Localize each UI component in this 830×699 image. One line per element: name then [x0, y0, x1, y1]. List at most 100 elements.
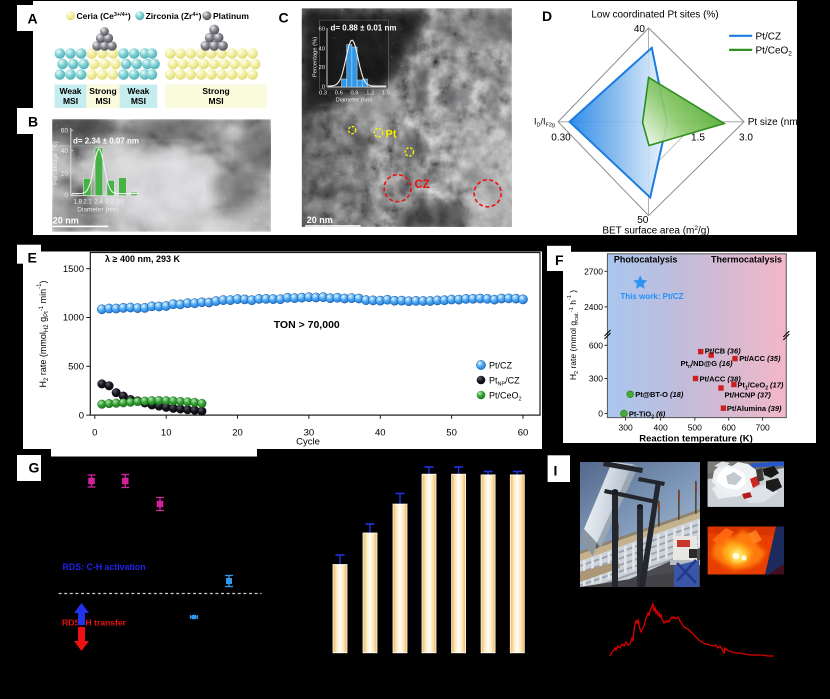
svg-text:Zirconia (Zr4+): Zirconia (Zr4+) — [146, 11, 202, 21]
svg-text:Ceria (Ce3+/4+): Ceria (Ce3+/4+) — [77, 11, 131, 21]
svg-text:20 nm: 20 nm — [307, 215, 333, 225]
svg-text:F: F — [555, 252, 564, 268]
svg-text:0.9: 0.9 — [350, 91, 358, 97]
svg-text:Ptn/ND@G (16): Ptn/ND@G (16) — [680, 359, 733, 370]
svg-text:λ ≥ 400 nm, 293 K: λ ≥ 400 nm, 293 K — [105, 254, 180, 264]
svg-text:RDS: C-H activation: RDS: C-H activation — [63, 562, 146, 572]
svg-text:60: 60 — [319, 27, 325, 33]
svg-text:Percentage (%): Percentage (%) — [313, 37, 319, 77]
svg-text:500: 500 — [688, 423, 702, 433]
svg-text:Pt/ACC (35): Pt/ACC (35) — [739, 354, 781, 363]
svg-text:40: 40 — [634, 24, 646, 35]
svg-text:CZ: CZ — [415, 179, 430, 191]
svg-text:40: 40 — [375, 427, 386, 438]
svg-text:500: 500 — [68, 362, 84, 373]
svg-text:2700: 2700 — [584, 266, 603, 276]
svg-text:600: 600 — [589, 340, 603, 350]
svg-text:2.4: 2.4 — [94, 200, 103, 206]
svg-text:0.6: 0.6 — [335, 91, 343, 97]
svg-text:d= 0.88 ± 0.01 nm: d= 0.88 ± 0.01 nm — [331, 24, 397, 33]
svg-text:MSI: MSI — [131, 96, 146, 106]
svg-text:Low coordinated Pt sites (%): Low coordinated Pt sites (%) — [591, 10, 718, 21]
svg-text:60: 60 — [518, 427, 529, 438]
svg-text:Pt/CZ: Pt/CZ — [756, 32, 782, 43]
svg-text:TON > 70,000: TON > 70,000 — [274, 319, 340, 331]
svg-text:PtNP/CZ: PtNP/CZ — [489, 376, 520, 388]
svg-text:A: A — [28, 11, 38, 27]
svg-text:2.1: 2.1 — [83, 200, 92, 206]
svg-text:Weak: Weak — [59, 86, 81, 96]
svg-text:0: 0 — [322, 85, 325, 91]
svg-text:60: 60 — [61, 128, 69, 135]
svg-text:BET surface area (m2/g): BET surface area (m2/g) — [602, 225, 709, 237]
svg-text:RDS: H transfer: RDS: H transfer — [62, 618, 127, 628]
svg-text:300: 300 — [619, 423, 633, 433]
svg-text:MSI: MSI — [63, 96, 78, 106]
svg-text:0.30: 0.30 — [551, 133, 571, 144]
svg-text:Pt: Pt — [386, 129, 397, 141]
svg-text:20 nm: 20 nm — [53, 216, 79, 226]
svg-text:Pt-TiO2 (6): Pt-TiO2 (6) — [629, 410, 666, 421]
svg-text:40: 40 — [61, 148, 69, 155]
svg-text:Pt/CB (36): Pt/CB (36) — [705, 347, 741, 356]
svg-text:Diameter (nm): Diameter (nm) — [335, 98, 372, 104]
svg-text:0: 0 — [598, 409, 603, 419]
svg-text:1.8: 1.8 — [74, 200, 83, 206]
svg-text:1500: 1500 — [63, 264, 84, 275]
svg-text:400: 400 — [654, 423, 668, 433]
svg-text:d= 2.34 ± 0.07 nm: d= 2.34 ± 0.07 nm — [73, 137, 139, 146]
svg-text:Thermocatalysis: Thermocatalysis — [711, 255, 782, 265]
svg-text:600: 600 — [722, 423, 736, 433]
svg-text:300: 300 — [589, 374, 603, 384]
svg-text:Percentage (%): Percentage (%) — [52, 141, 59, 185]
svg-text:Pt@BT-O (18): Pt@BT-O (18) — [635, 390, 684, 399]
svg-text:50: 50 — [637, 215, 649, 226]
svg-text:This work: Pt/CZ: This work: Pt/CZ — [620, 292, 683, 301]
svg-text:40: 40 — [319, 47, 325, 53]
svg-text:Cycle: Cycle — [296, 437, 320, 448]
svg-text:Pt/CeO2: Pt/CeO2 — [489, 391, 522, 403]
svg-text:Reaction temperature (K): Reaction temperature (K) — [639, 434, 753, 445]
svg-text:1.2: 1.2 — [366, 91, 374, 97]
svg-text:Pt/CZ: Pt/CZ — [489, 361, 513, 371]
svg-text:0: 0 — [79, 410, 84, 421]
svg-text:0: 0 — [64, 192, 68, 199]
svg-text:50: 50 — [446, 427, 457, 438]
svg-text:I: I — [554, 463, 558, 479]
svg-text:0.3: 0.3 — [319, 91, 327, 97]
svg-text:Strong: Strong — [202, 86, 229, 96]
svg-text:B: B — [28, 114, 38, 130]
svg-text:0: 0 — [92, 427, 97, 438]
svg-text:D: D — [542, 8, 552, 24]
svg-text:Pt/CeO2: Pt/CeO2 — [756, 46, 793, 58]
svg-text:2.7: 2.7 — [106, 200, 115, 206]
svg-text:700: 700 — [756, 423, 770, 433]
svg-text:Platinum: Platinum — [213, 11, 249, 21]
svg-text:Pt1/CeO2 (17): Pt1/CeO2 (17) — [737, 380, 784, 391]
svg-text:G: G — [29, 460, 40, 476]
svg-text:20: 20 — [61, 171, 69, 178]
svg-text:Pt size (nm): Pt size (nm) — [748, 117, 801, 128]
svg-text:20: 20 — [319, 65, 325, 71]
svg-text:MSI: MSI — [208, 96, 223, 106]
svg-text:Pt/ACC (38): Pt/ACC (38) — [700, 375, 742, 384]
svg-text:H2 rate (mmol gcat.-1 h-1 ): H2 rate (mmol gcat.-1 h-1 ) — [567, 290, 580, 380]
svg-text:Pt/Alumina (39): Pt/Alumina (39) — [727, 404, 782, 413]
svg-text:Pt/HCNP (37): Pt/HCNP (37) — [725, 391, 772, 400]
svg-text:1.5: 1.5 — [382, 91, 390, 97]
svg-text:Weak: Weak — [127, 86, 149, 96]
svg-text:Diameter (nm): Diameter (nm) — [77, 207, 119, 214]
svg-text:Photocatalysis: Photocatalysis — [614, 255, 678, 265]
svg-text:E: E — [28, 250, 37, 266]
svg-text:Strong: Strong — [89, 86, 116, 96]
svg-text:3.0: 3.0 — [116, 200, 125, 206]
svg-text:1.5: 1.5 — [691, 133, 705, 144]
svg-text:1000: 1000 — [63, 313, 84, 324]
svg-text:10: 10 — [161, 427, 172, 438]
svg-text:MSI: MSI — [95, 96, 110, 106]
svg-text:C: C — [279, 10, 289, 26]
svg-text:20: 20 — [232, 427, 243, 438]
svg-text:30: 30 — [304, 427, 315, 438]
svg-text:2400: 2400 — [584, 302, 603, 312]
svg-text:3.0: 3.0 — [739, 133, 753, 144]
